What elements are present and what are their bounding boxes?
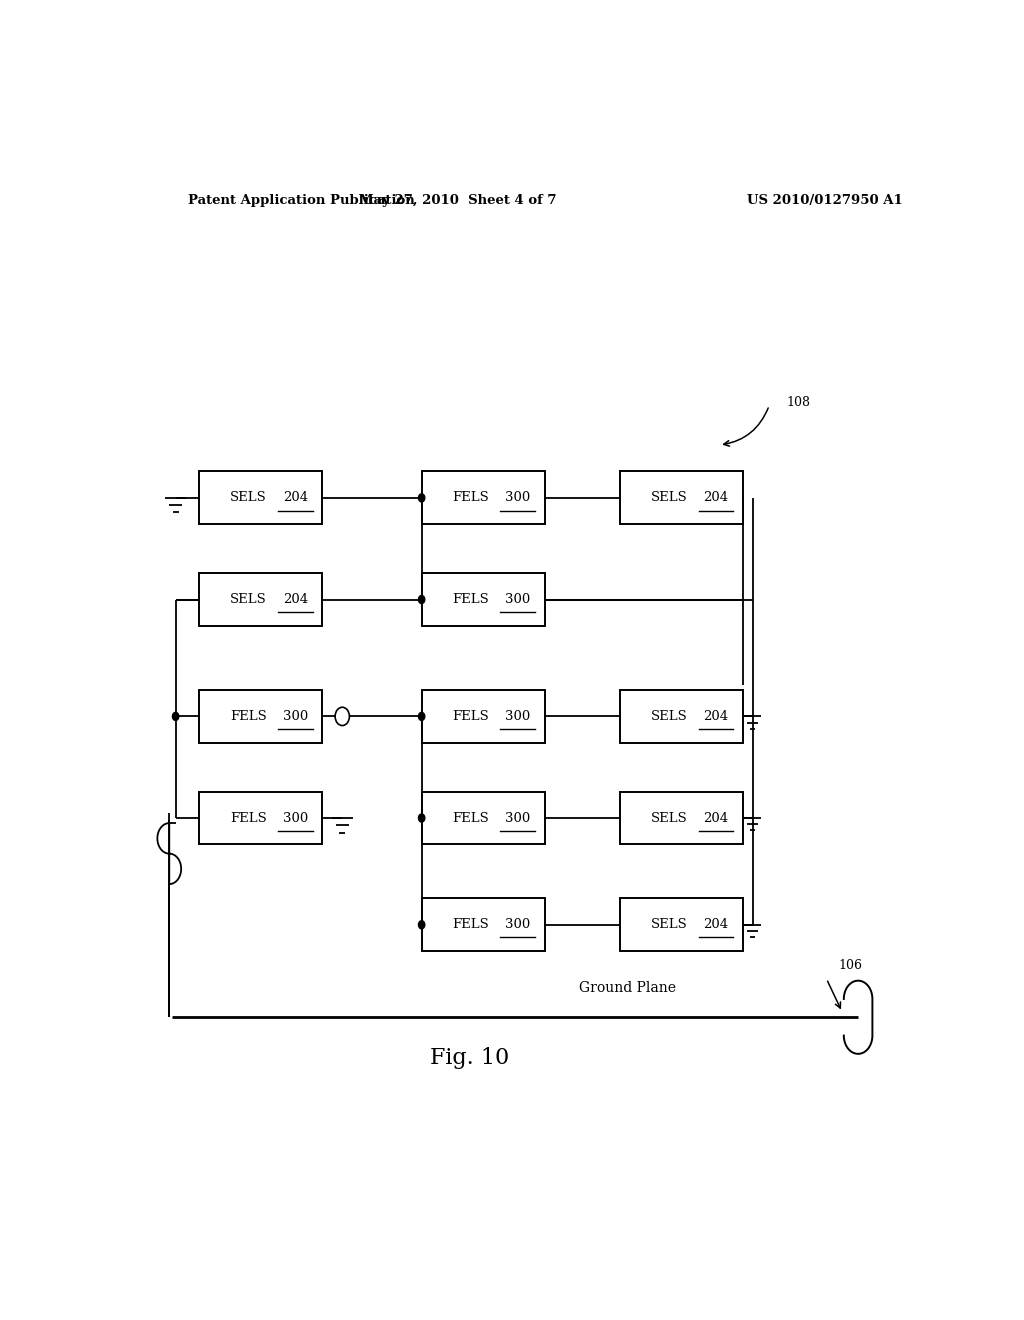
Circle shape: [419, 494, 425, 502]
Bar: [422, 899, 545, 952]
Text: 300: 300: [505, 919, 530, 932]
Text: SELS: SELS: [230, 593, 267, 606]
Text: SELS: SELS: [651, 919, 687, 932]
Text: Patent Application Publication: Patent Application Publication: [187, 194, 415, 207]
Text: 300: 300: [505, 710, 530, 723]
Text: SELS: SELS: [651, 710, 687, 723]
Text: 300: 300: [505, 491, 530, 504]
Text: 300: 300: [283, 812, 308, 825]
Text: 204: 204: [283, 491, 308, 504]
Text: FELS: FELS: [453, 593, 489, 606]
Bar: [200, 573, 323, 626]
Bar: [422, 573, 545, 626]
Text: SELS: SELS: [230, 491, 267, 504]
Text: 300: 300: [283, 710, 308, 723]
Bar: [620, 471, 743, 524]
Circle shape: [419, 921, 425, 929]
Text: 300: 300: [505, 593, 530, 606]
Circle shape: [419, 713, 425, 721]
Bar: [620, 899, 743, 952]
Text: SELS: SELS: [651, 491, 687, 504]
Bar: [200, 471, 323, 524]
Bar: [422, 471, 545, 524]
Text: 106: 106: [839, 958, 862, 972]
Bar: [620, 792, 743, 845]
Text: 300: 300: [505, 812, 530, 825]
Text: Fig. 10: Fig. 10: [430, 1047, 509, 1069]
Text: FELS: FELS: [453, 919, 489, 932]
Text: US 2010/0127950 A1: US 2010/0127950 A1: [748, 194, 903, 207]
Circle shape: [419, 595, 425, 603]
Text: FELS: FELS: [453, 812, 489, 825]
Text: FELS: FELS: [230, 710, 267, 723]
Circle shape: [419, 814, 425, 822]
Text: 204: 204: [283, 593, 308, 606]
Text: FELS: FELS: [453, 491, 489, 504]
Text: 204: 204: [703, 710, 728, 723]
Text: 204: 204: [703, 491, 728, 504]
Text: 204: 204: [703, 919, 728, 932]
Text: Ground Plane: Ground Plane: [580, 981, 677, 995]
Text: 108: 108: [786, 396, 811, 409]
Circle shape: [172, 713, 179, 721]
Bar: [422, 792, 545, 845]
Text: FELS: FELS: [230, 812, 267, 825]
Text: FELS: FELS: [453, 710, 489, 723]
Bar: [620, 690, 743, 743]
Bar: [200, 792, 323, 845]
Text: May 27, 2010  Sheet 4 of 7: May 27, 2010 Sheet 4 of 7: [358, 194, 556, 207]
Bar: [422, 690, 545, 743]
Bar: [200, 690, 323, 743]
Text: SELS: SELS: [651, 812, 687, 825]
Text: 204: 204: [703, 812, 728, 825]
